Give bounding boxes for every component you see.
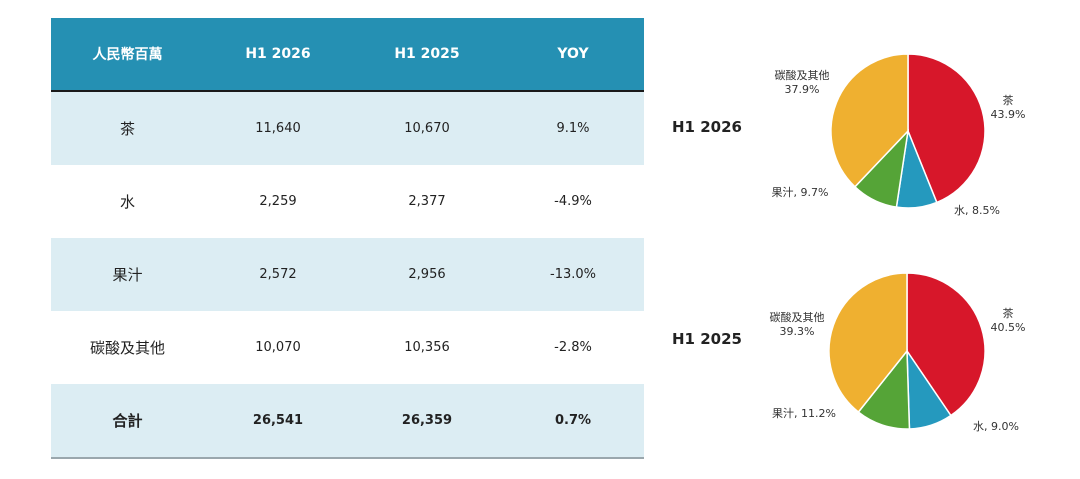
pie-chart-h1-2025: 茶 40.5% 水, 9.0% 果汁, 11.2% 碳酸及其他 39.3%	[770, 272, 1026, 433]
row-yoy: 0.7%	[502, 384, 644, 459]
table-row: 水 2,259 2,377 -4.9%	[51, 165, 644, 238]
row-yoy: 9.1%	[502, 91, 644, 165]
row-name: 茶	[51, 91, 204, 165]
row-h1-2026: 11,640	[204, 91, 352, 165]
row-h1-2026: 2,259	[259, 194, 297, 209]
pie-label-0-0: 茶 43.9%	[991, 94, 1026, 121]
pie-label-1-0: 茶 40.5%	[991, 307, 1026, 334]
table-header-row: 人民幣百萬 H1 2026 H1 2025 YOY	[51, 18, 644, 92]
header-h1-2025: H1 2025	[352, 18, 502, 92]
table-row: 果汁 2,572 2,956 -13.0%	[51, 238, 644, 311]
pie-label-0-2: 果汁, 9.7%	[772, 186, 829, 199]
table-row: 茶 11,640 10,670 9.1%	[51, 91, 644, 165]
row-h1-2026: 10,070	[255, 340, 301, 355]
row-yoy: -4.9%	[554, 194, 592, 209]
pie-slice-0-3	[830, 53, 909, 188]
row-h1-2026: 26,541	[204, 384, 352, 459]
row-yoy: -13.0%	[502, 238, 644, 311]
pie-label-0-1: 水, 8.5%	[954, 204, 1000, 217]
row-name: 碳酸及其他	[89, 339, 165, 357]
row-yoy: -2.8%	[554, 340, 592, 355]
pie-title-h1-2025: H1 2025	[672, 330, 742, 348]
row-name: 水	[119, 193, 135, 211]
revenue-table: 人民幣百萬 H1 2026 H1 2025 YOY 茶 11,640 10,67…	[51, 18, 644, 459]
row-name: 果汁	[51, 238, 204, 311]
pie-label-1-1: 水, 9.0%	[973, 420, 1019, 433]
table-row: 碳酸及其他 10,070 10,356 -2.8%	[51, 311, 644, 384]
pie-slice-1-3	[828, 272, 908, 414]
pie-label-1-2: 果汁, 11.2%	[772, 407, 836, 420]
header-yoy: YOY	[502, 18, 644, 92]
row-name: 合計	[51, 384, 204, 459]
row-h1-2026: 2,572	[204, 238, 352, 311]
table-row-total: 合計 26,541 26,359 0.7%	[51, 384, 644, 459]
row-h1-2025: 2,377	[408, 194, 446, 209]
row-h1-2025: 26,359	[352, 384, 502, 459]
pie-label-1-3: 碳酸及其他 39.3%	[770, 310, 825, 338]
row-h1-2025: 2,956	[352, 238, 502, 311]
row-h1-2025: 10,356	[404, 340, 450, 355]
pie-slice-0-0	[907, 53, 986, 204]
pie-chart-h1-2026: 茶 43.9% 水, 8.5% 果汁, 9.7% 碳酸及其他 37.9%	[772, 53, 1026, 217]
header-category: 人民幣百萬	[51, 18, 204, 92]
header-h1-2026: H1 2026	[204, 18, 352, 92]
row-h1-2025: 10,670	[352, 91, 502, 165]
pie-slice-1-0	[906, 272, 986, 417]
pie-label-0-3: 碳酸及其他 37.9%	[775, 68, 830, 96]
pie-title-h1-2026: H1 2026	[672, 118, 742, 136]
